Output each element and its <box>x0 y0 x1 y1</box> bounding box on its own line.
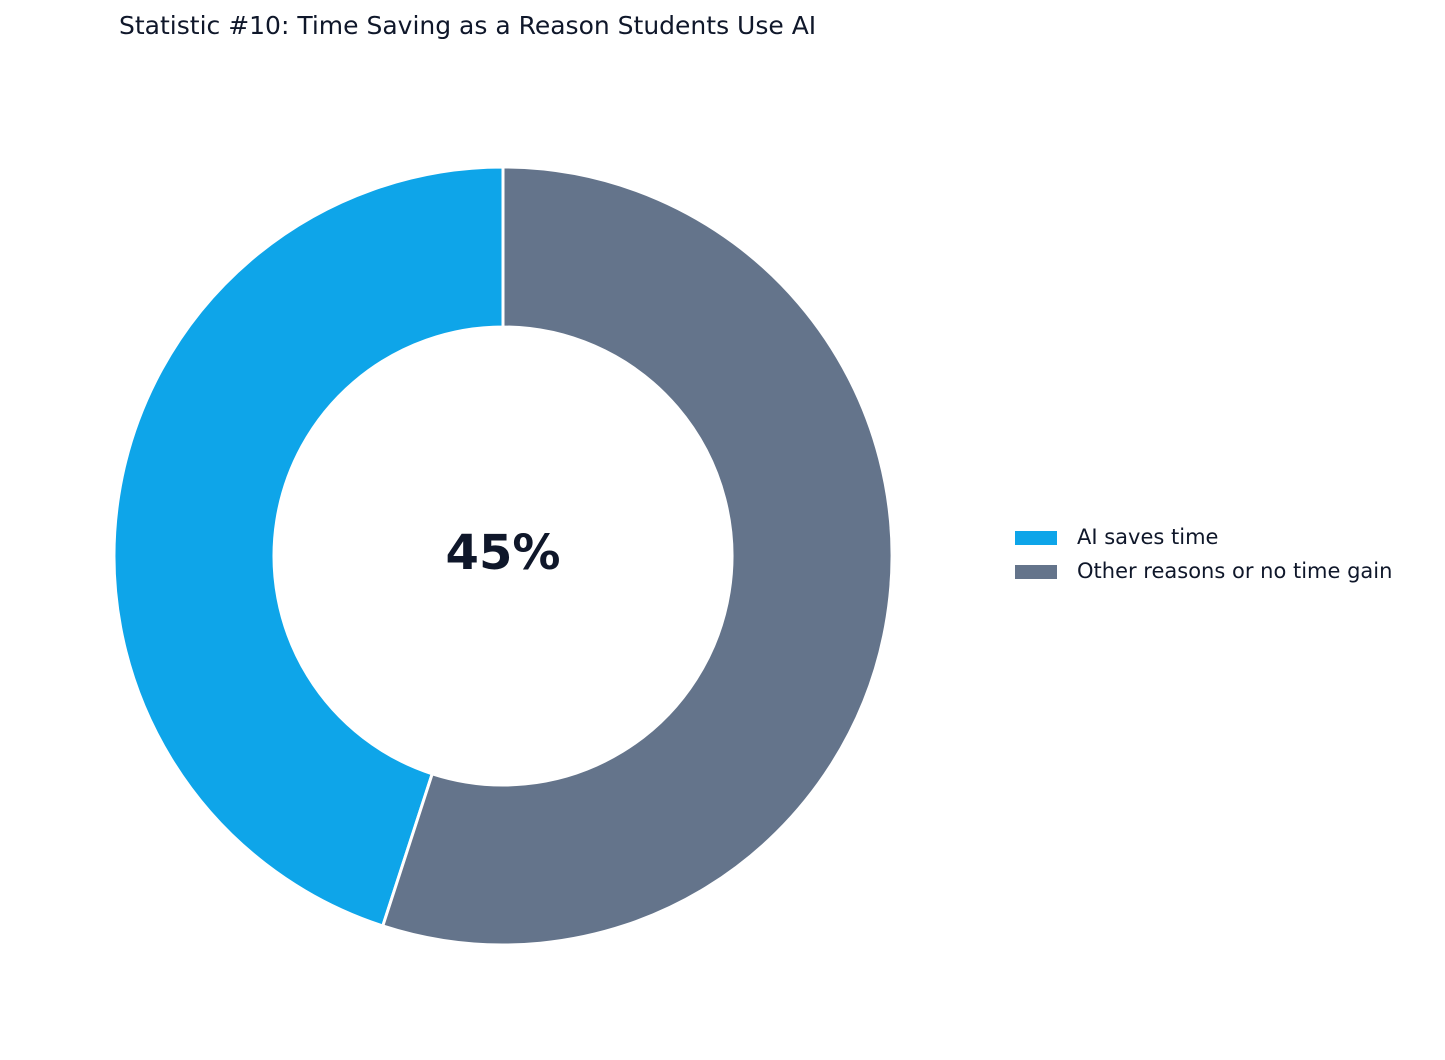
legend-swatch <box>1015 565 1057 579</box>
center-label: 45% <box>446 525 561 581</box>
wedge <box>112 165 505 928</box>
legend-label: Other reasons or no time gain <box>1077 559 1392 583</box>
legend-swatch <box>1015 531 1057 545</box>
wedge <box>380 165 894 947</box>
legend: AI saves time Other reasons or no time ga… <box>1015 525 1392 583</box>
chart-title: Statistic #10: Time Saving as a Reason S… <box>119 11 816 40</box>
donut <box>112 165 894 947</box>
legend-label: AI saves time <box>1077 525 1218 549</box>
